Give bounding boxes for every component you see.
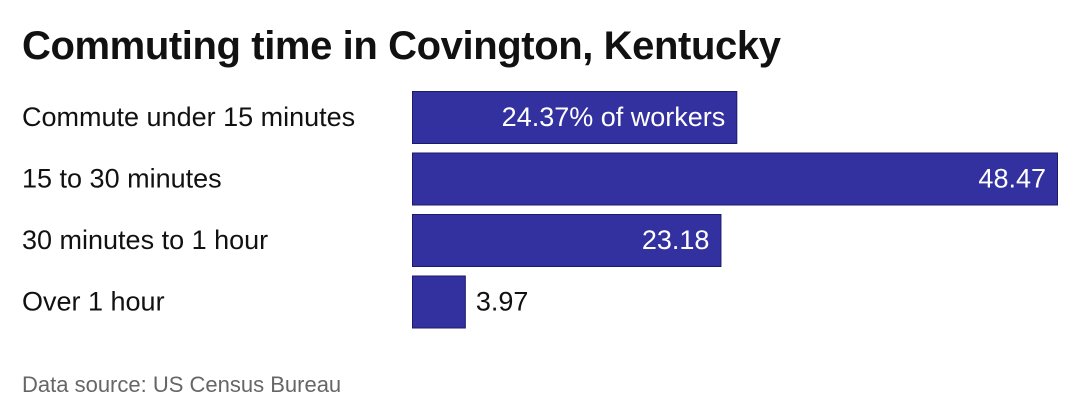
value-label: 24.37% of workers bbox=[502, 102, 726, 132]
category-label: 30 minutes to 1 hour bbox=[22, 225, 268, 255]
value-label: 48.47 bbox=[978, 164, 1046, 194]
bar bbox=[412, 91, 738, 144]
category-label: Commute under 15 minutes bbox=[22, 102, 355, 132]
bar bbox=[412, 214, 722, 267]
value-label: 3.97 bbox=[476, 287, 529, 317]
value-label: 23.18 bbox=[642, 225, 710, 255]
bars-layer: Commute under 15 minutes 24.37% of worker… bbox=[22, 91, 1058, 329]
category-label: Over 1 hour bbox=[22, 287, 165, 317]
category-label: 15 to 30 minutes bbox=[22, 164, 222, 194]
data-source-note: Data source: US Census Bureau bbox=[22, 372, 342, 397]
chart-title: Commuting time in Covington, Kentucky bbox=[22, 24, 781, 68]
bar bbox=[412, 275, 466, 329]
bar bbox=[412, 152, 1058, 206]
